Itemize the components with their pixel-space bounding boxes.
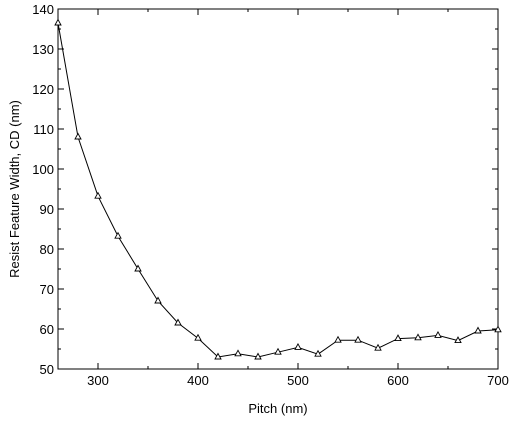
y-tick-label: 120 [32,82,54,97]
y-axis: 50 60 70 80 90 100 110 120 130 140 [32,2,498,377]
data-point [474,326,482,334]
series-line [57,22,499,358]
x-tick-label: 300 [87,373,109,388]
data-point [114,231,122,239]
data-point [434,330,442,338]
data-point [314,349,322,357]
y-tick-label: 70 [40,282,54,297]
data-point [494,325,502,333]
y-tick-label: 110 [33,122,54,137]
y-tick-label: 130 [32,42,54,57]
x-tick-label: 600 [387,373,409,388]
data-point [134,264,142,272]
data-point [74,132,82,140]
x-tick-label: 700 [487,373,509,388]
data-point [334,335,342,343]
data-point [94,191,102,199]
data-point [154,296,162,304]
data-point [194,333,202,341]
data-point [374,343,382,351]
y-tick-label: 140 [32,2,54,17]
data-point [254,352,262,360]
plot-frame [57,8,499,370]
y-tick-label: 80 [40,242,54,257]
y-tick-label: 100 [32,162,54,177]
data-point [234,349,242,357]
data-point [214,352,222,360]
data-point [274,347,282,355]
data-point [414,333,422,341]
x-axis-label: Pitch (nm) [248,401,307,416]
data-point [454,336,462,344]
y-tick-label: 60 [40,322,54,337]
y-tick-label: 90 [40,202,54,217]
data-point [294,342,302,350]
y-axis-label: Resist Feature Width, CD (nm) [7,100,22,278]
series-layer [54,18,502,360]
x-axis: 300 400 500 600 700 [87,9,509,388]
data-point [354,335,362,343]
x-tick-label: 500 [287,373,309,388]
data-point [394,334,402,342]
data-point [54,18,62,26]
data-point [174,318,182,326]
y-tick-label: 50 [40,362,54,377]
x-tick-label: 400 [187,373,209,388]
